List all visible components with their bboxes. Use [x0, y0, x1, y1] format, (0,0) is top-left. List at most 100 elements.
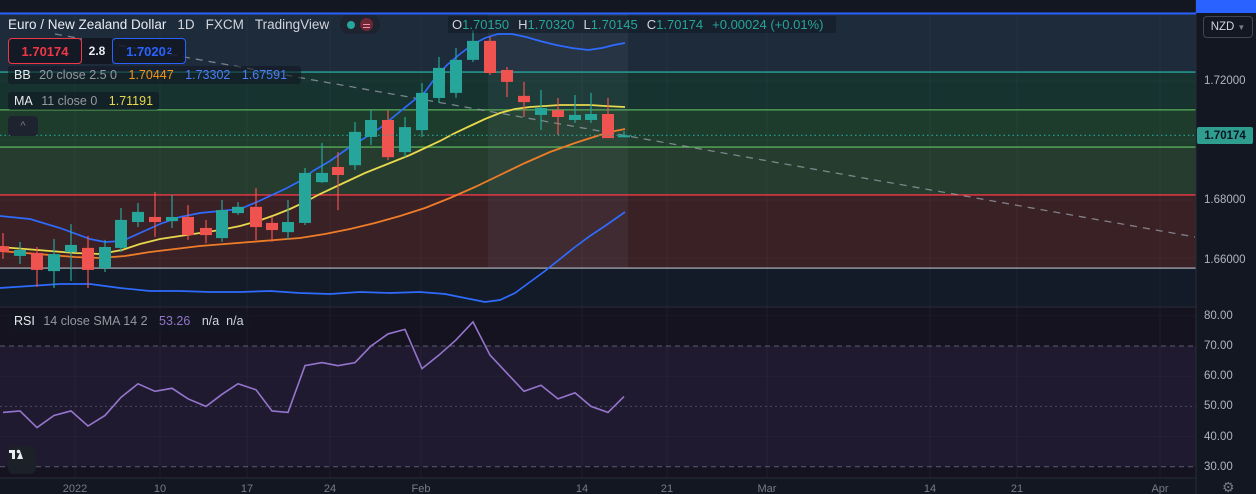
candle [569, 114, 581, 120]
bb-basis-value: 1.70447 [128, 68, 174, 82]
buy-button[interactable]: 1.7020 2 [112, 38, 186, 64]
collapse-legend-button[interactable]: ^ [8, 116, 38, 136]
chevron-down-icon: ▼ [1237, 22, 1246, 32]
rsi-axis-label[interactable]: 60.00 [1204, 370, 1233, 383]
bb-params: 20 close 2.5 0 [39, 68, 118, 82]
price-zone [0, 109, 1196, 147]
candle [132, 211, 144, 223]
rsi-value: 53.26 [159, 314, 191, 328]
time-axis-label[interactable]: Apr [1151, 483, 1169, 494]
candle [250, 206, 262, 228]
last-price-badge: 1.70174 [1197, 127, 1253, 144]
candle [602, 114, 614, 139]
rsi-axis-label[interactable]: 50.00 [1204, 400, 1233, 413]
chevron-up-icon: ^ [20, 120, 26, 132]
highlight-column [488, 14, 628, 268]
time-axis-label[interactable]: Feb [411, 483, 431, 494]
timezone-settings-gear-icon[interactable]: ⚙ [1222, 479, 1235, 494]
time-axis-label[interactable]: 14 [923, 483, 937, 494]
time-axis-label[interactable]: 21 [1010, 483, 1024, 494]
rsi-band [0, 346, 1196, 467]
tradingview-logo[interactable] [8, 446, 36, 474]
candle [232, 206, 244, 214]
candle [14, 249, 26, 256]
candle [0, 246, 9, 253]
candle [182, 216, 194, 236]
price-zone [0, 268, 1196, 307]
rsi-na-1: n/a [201, 314, 220, 328]
rsi-line [2, 320, 625, 429]
candle [166, 216, 178, 222]
candle [115, 219, 127, 248]
time-axis-label[interactable]: 24 [323, 483, 337, 494]
candle [316, 172, 328, 183]
candle [216, 210, 228, 239]
ohlc-legend: O1.70150 H1.70320 L1.70145 C1.70174 +0.00024… [448, 16, 837, 33]
candle [299, 172, 311, 223]
spread-value: 2.8 [82, 38, 112, 64]
candle [433, 67, 445, 98]
candle [450, 59, 462, 93]
candle [365, 119, 377, 137]
time-axis-label[interactable]: 14 [575, 483, 589, 494]
alert-pulse-icon[interactable] [360, 18, 374, 31]
candle [535, 108, 547, 115]
candle [585, 114, 597, 120]
interval-label[interactable]: 1D [177, 17, 195, 32]
bb-name: BB [14, 68, 31, 82]
ma-value: 1.71191 [108, 94, 154, 108]
currency-selector[interactable]: NZD ▼ [1203, 16, 1253, 38]
candle [416, 92, 428, 131]
time-axis-label[interactable]: Mar [757, 483, 777, 494]
bb-lower-value: 1.67591 [241, 68, 288, 82]
sell-button[interactable]: 1.70174 [8, 38, 82, 64]
candle [501, 69, 513, 82]
symbol-title[interactable]: Euro / New Zealand Dollar [8, 17, 167, 32]
rsi-axis-label[interactable]: 80.00 [1204, 309, 1233, 322]
time-axis-label[interactable]: 21 [660, 483, 674, 494]
ma-indicator-legend[interactable]: MA 11 close 0 1.71191 [8, 92, 160, 110]
candle [200, 227, 212, 236]
rsi-params: 14 close SMA 14 2 [43, 314, 148, 328]
candle [467, 40, 479, 60]
ohlc-h-value: 1.70320 [527, 17, 575, 32]
ma-name: MA [14, 94, 33, 108]
candle [266, 222, 278, 231]
ohlc-change-value: +0.00024 (+0.01%) [712, 17, 824, 32]
ohlc-o-label: O [452, 17, 463, 32]
rsi-axis-label[interactable]: 40.00 [1204, 430, 1233, 443]
bb-indicator-legend[interactable]: BB 20 close 2.5 0 1.70447 1.73302 1.6759… [8, 66, 302, 84]
candle [349, 131, 361, 166]
price-axis-label[interactable]: 1.72000 [1204, 75, 1246, 87]
time-axis-label[interactable]: 17 [240, 483, 254, 494]
candles [0, 30, 630, 289]
candle [518, 95, 530, 103]
rsi-axis-label[interactable]: 70.00 [1204, 340, 1233, 352]
ohlc-o-value: 1.70150 [462, 17, 510, 32]
trade-widget: 1.70174 2.8 1.7020 2 [8, 38, 186, 64]
candle [282, 222, 294, 233]
rsi-indicator-legend[interactable]: RSI 14 close SMA 14 2 53.26 n/a n/a [8, 312, 250, 330]
candle [552, 110, 564, 117]
connection-status-icon [347, 20, 356, 29]
symbol-header: Euro / New Zealand Dollar 1D FXCM Tradin… [8, 15, 381, 34]
bb-upper-value: 1.73302 [185, 68, 231, 82]
ohlc-h-label: H [518, 17, 528, 32]
candle [82, 247, 94, 270]
tv-logomark-icon [9, 449, 23, 459]
candle [618, 135, 630, 138]
status-pill [340, 15, 381, 34]
candle [149, 216, 161, 223]
candle [399, 127, 411, 153]
time-axis-label[interactable]: 2022 [62, 483, 88, 494]
candle [332, 166, 344, 176]
rsi-na-2: n/a [226, 314, 244, 328]
rsi-name: RSI [14, 314, 35, 328]
exchange-label: FXCM [205, 17, 244, 32]
price-axis-label[interactable]: 1.66000 [1204, 253, 1246, 266]
time-axis-label[interactable]: 10 [153, 483, 167, 494]
rsi-axis-label[interactable]: 30.00 [1204, 460, 1233, 473]
bb-upper-band [0, 33, 626, 243]
price-axis-label[interactable]: 1.68000 [1204, 194, 1246, 206]
